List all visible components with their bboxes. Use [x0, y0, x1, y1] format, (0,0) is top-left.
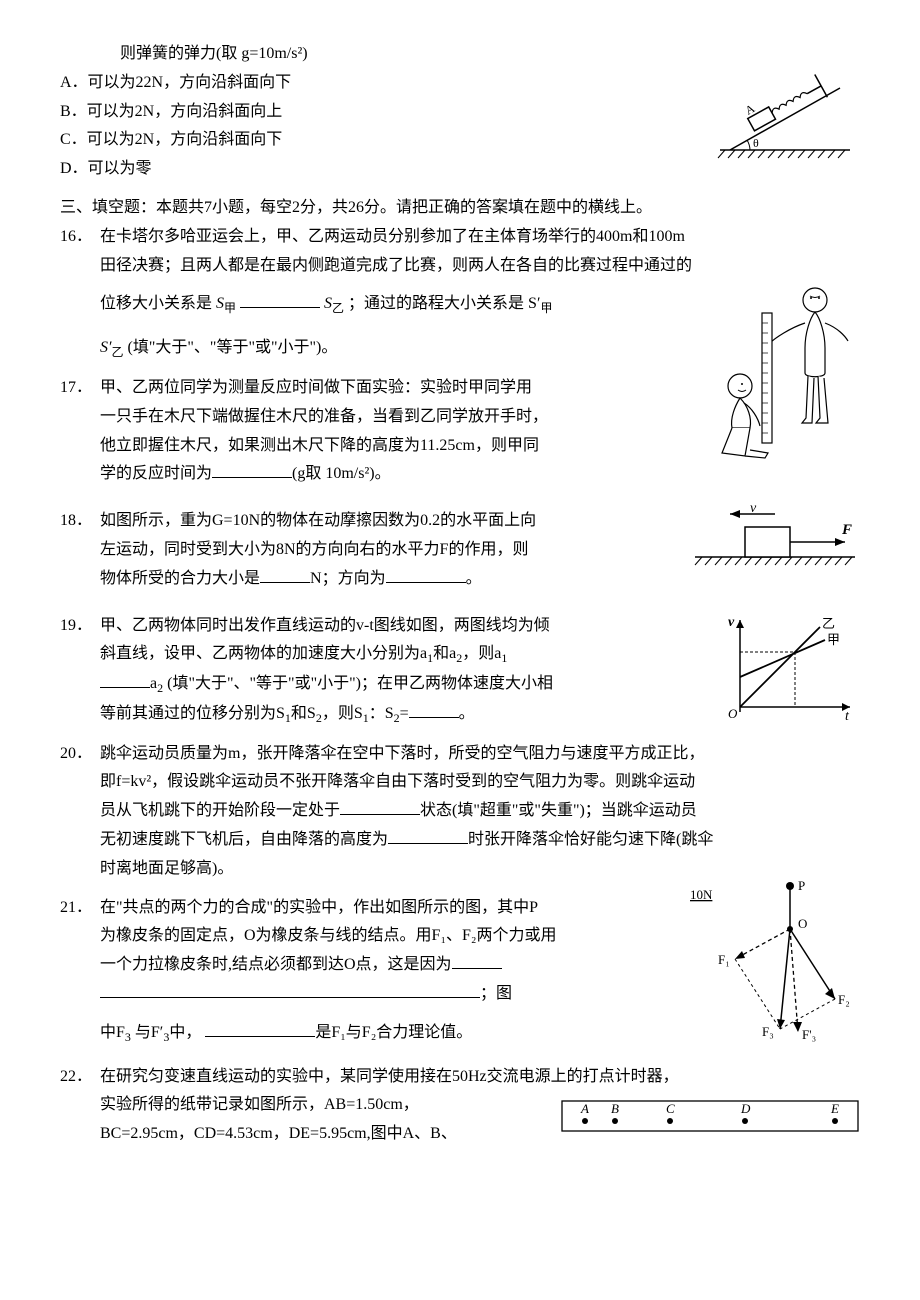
- svg-text:E: E: [830, 1101, 839, 1116]
- q17-line4: 学的反应时间为(g取 10m/s²)。: [100, 460, 860, 489]
- svg-text:O: O: [798, 916, 807, 931]
- incline-svg: θ A: [710, 70, 860, 160]
- blank-q21-2[interactable]: [100, 981, 480, 998]
- svg-text:F₂: F₂: [838, 992, 850, 1007]
- blank-q19-2[interactable]: [409, 701, 459, 718]
- q19-number: 19．: [60, 612, 100, 641]
- svg-text:v: v: [728, 615, 735, 630]
- q20-line4: 无初速度跳下飞机后，自由降落的高度为时张开降落伞恰好能匀速下降(跳伞: [100, 826, 860, 855]
- blank-q18-2[interactable]: [386, 566, 466, 583]
- q17-line3: 他立即握住木尺，如果测出木尺下降的高度为11.25cm，则甲同: [100, 432, 860, 461]
- svg-text:甲: 甲: [827, 632, 840, 647]
- section-3-header: 三、填空题：本题共7小题，每空2分，共26分。请把正确的答案填在题中的横线上。: [60, 194, 860, 223]
- svg-text:F'₃: F'₃: [802, 1027, 816, 1042]
- question-17: 17． 甲、乙两位同学为测量反应时间做下面实验：实验时甲同学用 一只手在木尺下端…: [60, 374, 860, 489]
- svg-text:A: A: [580, 1101, 589, 1116]
- blank-q17-1[interactable]: [212, 461, 292, 478]
- question-22: A B C D E 22． 在研究匀变速直线运动的实验中，某同学使用接在50Hz…: [60, 1063, 860, 1149]
- question-15-continued: θ A 则弹簧的弹力(取 g=10m/s²) A．可以为22N，方向沿斜面向下 …: [60, 40, 860, 184]
- q21-number: 21．: [60, 894, 100, 923]
- q20-line1: 跳伞运动员质量为m，张开降落伞在空中下落时，所受的空气阻力与速度平方成正比，: [100, 740, 860, 769]
- blank-q21-1[interactable]: [452, 952, 502, 969]
- svg-text:P: P: [798, 878, 805, 893]
- blank-q19-1[interactable]: [100, 671, 150, 688]
- theta-label: θ: [753, 136, 759, 150]
- svg-text:t: t: [845, 709, 850, 722]
- q16-line1b: 田径决赛；且两人都是在最内侧跑道完成了比赛，则两人在各自的比赛过程中通过的: [100, 252, 860, 281]
- q20-number: 20．: [60, 740, 100, 769]
- q22-line1: 在研究匀变速直线运动的实验中，某同学使用接在50Hz交流电源上的打点计时器，: [100, 1063, 860, 1092]
- svg-text:F₃: F₃: [762, 1024, 774, 1039]
- svg-text:F: F: [841, 522, 852, 538]
- svg-text:v: v: [750, 502, 757, 516]
- blank-q20-2[interactable]: [388, 827, 468, 844]
- figure-q15-incline: θ A: [710, 70, 860, 160]
- question-21: 10N P O F₁ F₂ F₃ F'₃ 21: [60, 894, 860, 1049]
- svg-text:乙: 乙: [822, 616, 835, 631]
- q22-number: 22．: [60, 1063, 100, 1092]
- blank-q18-1[interactable]: [260, 566, 310, 583]
- svg-text:10N: 10N: [690, 887, 713, 902]
- svg-text:F₁: F₁: [718, 952, 730, 967]
- figure-q18-block: v F: [690, 502, 860, 572]
- question-16: 16． 在卡塔尔多哈亚运会上，甲、乙两运动员分别参加了在主体育场举行的400m和…: [60, 223, 860, 364]
- svg-text:D: D: [740, 1101, 751, 1116]
- q15-stem: 则弹簧的弹力(取 g=10m/s²): [120, 40, 860, 69]
- question-19: v t O 甲 乙 19． 甲、乙两物体同时出发作直线运动的v-t图线如图，两图…: [60, 612, 860, 730]
- question-18: v F 18． 如图所示，重为G=10N的物体在动摩擦因数为0.2的水平面上向 …: [60, 507, 860, 593]
- blank-q21-3[interactable]: [205, 1020, 315, 1037]
- figure-q21-forces: 10N P O F₁ F₂ F₃ F'₃: [680, 874, 860, 1054]
- blank-q20-1[interactable]: [340, 798, 420, 815]
- q17-line1: 甲、乙两位同学为测量反应时间做下面实验：实验时甲同学用: [100, 374, 860, 403]
- q16-line1a: 在卡塔尔多哈亚运会上，甲、乙两运动员分别参加了在主体育场举行的400m和100m: [100, 223, 860, 252]
- q20-line2: 即f=kv²，假设跳伞运动员不张开降落伞自由下落时受到的空气阻力为零。则跳伞运动: [100, 768, 860, 797]
- svg-text:B: B: [611, 1101, 619, 1116]
- figure-q19-vt-graph: v t O 甲 乙: [720, 612, 860, 722]
- svg-text:O: O: [728, 706, 738, 721]
- q20-line3: 员从飞机跳下的开始阶段一定处于状态(填"超重"或"失重")；当跳伞运动员: [100, 797, 860, 826]
- svg-text:C: C: [666, 1101, 675, 1116]
- q18-number: 18．: [60, 507, 100, 536]
- blank-q16-1[interactable]: [240, 291, 320, 308]
- q17-number: 17．: [60, 374, 100, 403]
- figure-q22-tape: A B C D E: [560, 1091, 860, 1141]
- q16-number: 16．: [60, 223, 100, 252]
- q17-line2: 一只手在木尺下端做握住木尺的准备，当看到乙同学放开手时，: [100, 403, 860, 432]
- question-20: 20． 跳伞运动员质量为m，张开降落伞在空中下落时，所受的空气阻力与速度平方成正…: [60, 740, 860, 884]
